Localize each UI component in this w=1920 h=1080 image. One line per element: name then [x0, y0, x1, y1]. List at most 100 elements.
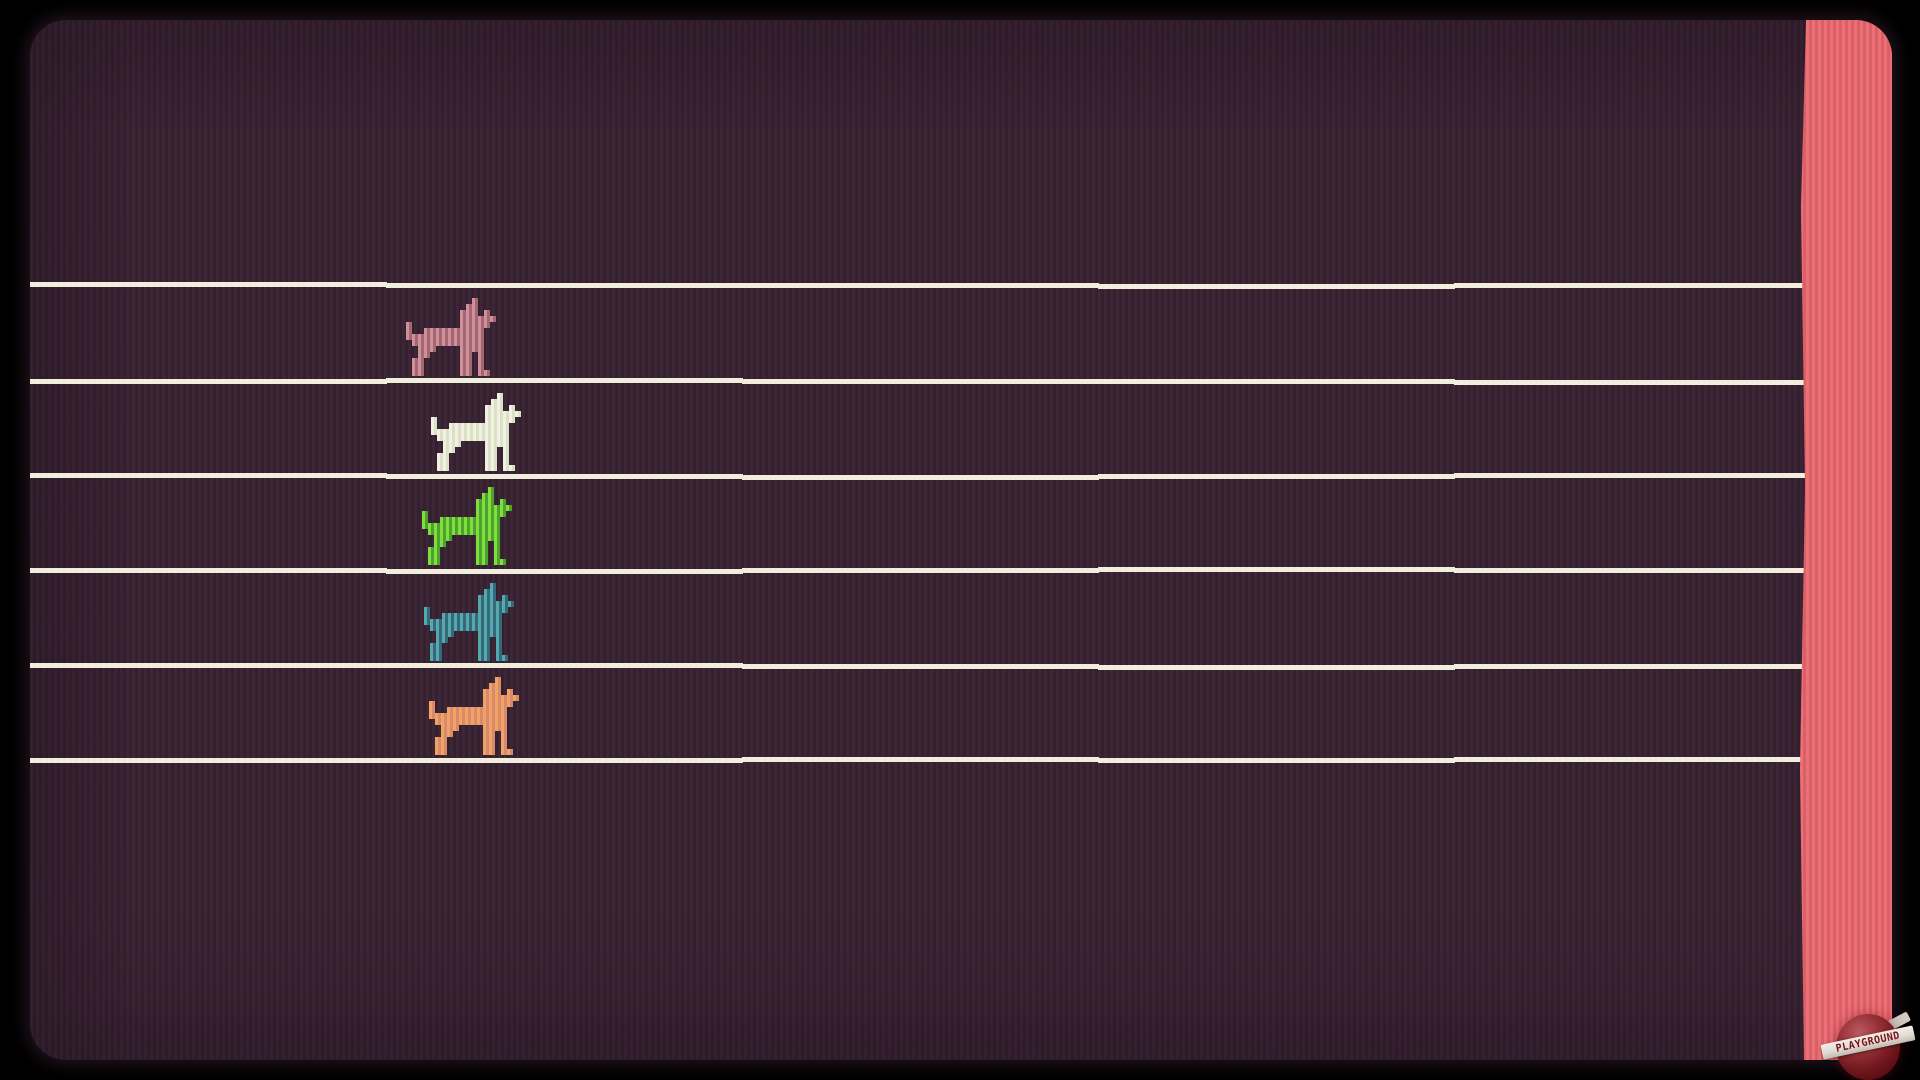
horse-pixel	[437, 435, 509, 441]
horse-pixel	[406, 334, 484, 340]
horse-pixel	[485, 411, 521, 417]
horse-pixel	[460, 364, 472, 370]
horse-pixel	[418, 352, 430, 358]
horse-pixel	[509, 405, 515, 411]
horse-rose[interactable]	[400, 298, 496, 376]
horse-green[interactable]	[416, 487, 512, 565]
horse-pixel	[483, 725, 507, 731]
horse-pixel	[460, 346, 484, 352]
horse-teal[interactable]	[418, 583, 514, 661]
track-line-3	[742, 475, 1099, 480]
horse-pixel	[500, 499, 506, 505]
horse-pixel	[476, 547, 488, 553]
horse-pixel	[435, 749, 447, 755]
horse-pixel	[406, 322, 412, 328]
horse-white[interactable]	[425, 393, 521, 471]
horse-pixel	[478, 637, 490, 643]
track-line-6	[742, 757, 1099, 762]
track-line-1	[386, 283, 743, 288]
horse-pixel	[476, 505, 512, 511]
horse-pixel	[424, 328, 484, 334]
track-line-5	[386, 663, 743, 668]
track-line-1	[30, 282, 387, 287]
horse-pixel	[501, 743, 507, 749]
horse-pixel	[434, 541, 446, 547]
horse-pixel	[503, 465, 515, 471]
horse-pixel	[431, 423, 437, 429]
horse-pixel	[485, 459, 497, 465]
horse-pixel	[482, 493, 494, 499]
horse-pixel	[478, 643, 490, 649]
horse-pixel	[460, 370, 472, 376]
horse-pixel	[483, 737, 495, 743]
horse-pixel	[435, 737, 447, 743]
horse-pixel	[412, 370, 424, 376]
horse-pixel	[488, 487, 494, 493]
horse-pixel	[435, 719, 507, 725]
horse-pixel	[428, 559, 440, 565]
horse-pixel	[429, 713, 507, 719]
track-line-6	[30, 758, 387, 763]
horse-pixel	[483, 689, 501, 695]
track-line-2	[1454, 380, 1811, 385]
horse-pixel	[422, 517, 428, 523]
horse-pixel	[437, 459, 449, 465]
horse-pixel	[424, 613, 430, 619]
horse-orange[interactable]	[423, 677, 519, 755]
horse-pixel	[485, 465, 497, 471]
track-line-3	[386, 474, 743, 479]
track-line-5	[1098, 665, 1455, 670]
track-line-2	[1098, 379, 1455, 384]
horse-pixel	[478, 655, 490, 661]
track-line-3	[30, 473, 387, 478]
track-line-6	[1098, 758, 1455, 763]
horse-pixel	[484, 589, 496, 595]
horse-pixel	[476, 535, 500, 541]
track-line-5	[1454, 664, 1811, 669]
horse-pixel	[435, 743, 447, 749]
horse-pixel	[478, 631, 502, 637]
horse-pixel	[428, 553, 440, 559]
horse-pixel	[496, 643, 502, 649]
horse-pixel	[494, 541, 500, 547]
horse-pixel	[412, 364, 424, 370]
track-line-4	[742, 568, 1099, 573]
horse-pixel	[478, 370, 490, 376]
horse-pixel	[496, 655, 508, 661]
horse-pixel	[501, 737, 507, 743]
horse-pixel	[436, 631, 454, 637]
horse-pixel	[489, 683, 501, 689]
horse-pixel	[430, 649, 442, 655]
horse-pixel	[483, 749, 495, 755]
horse-pixel	[440, 517, 500, 523]
horse-pixel	[478, 352, 484, 358]
track-line-4	[386, 569, 743, 574]
horse-pixel	[476, 559, 488, 565]
horse-pixel	[449, 423, 509, 429]
horse-pixel	[501, 731, 507, 737]
horse-pixel	[422, 523, 500, 529]
track-line-4	[1454, 568, 1811, 573]
track-line-3	[1454, 473, 1811, 478]
horse-pixel	[443, 441, 461, 447]
horse-pixel	[483, 743, 495, 749]
game-screen[interactable]	[30, 20, 1892, 1060]
horse-pixel	[495, 677, 501, 683]
horse-pixel	[484, 310, 490, 316]
horse-pixel	[434, 535, 452, 541]
horse-pixel	[472, 298, 478, 304]
horse-pixel	[412, 340, 484, 346]
horse-pixel	[412, 358, 424, 364]
horse-pixel	[476, 511, 506, 517]
horse-pixel	[424, 607, 430, 613]
horse-pixel	[460, 322, 490, 328]
track-line-2	[30, 379, 387, 384]
horse-pixel	[422, 511, 428, 517]
horse-pixel	[497, 393, 503, 399]
horse-pixel	[460, 358, 472, 364]
horse-pixel	[428, 547, 440, 553]
horse-pixel	[441, 731, 453, 737]
horse-pixel	[429, 707, 435, 713]
horse-pixel	[424, 619, 502, 625]
horse-pixel	[476, 499, 494, 505]
